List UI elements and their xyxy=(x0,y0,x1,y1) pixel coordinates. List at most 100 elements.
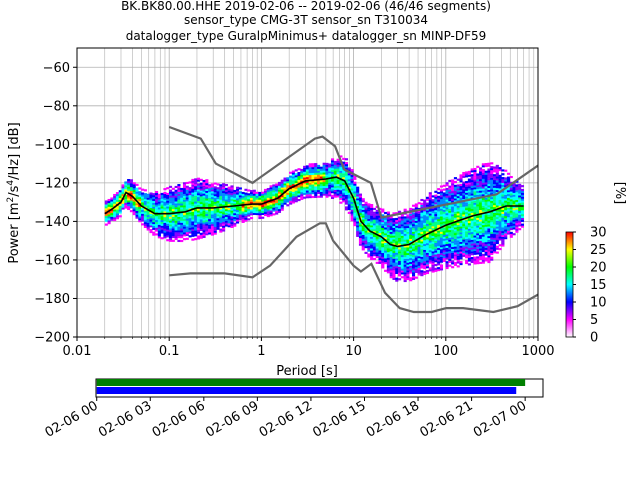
psd-cell xyxy=(300,195,304,199)
psd-cell xyxy=(490,208,494,211)
psd-cell xyxy=(465,209,469,213)
psd-cell xyxy=(442,223,446,226)
psd-cell xyxy=(403,220,407,223)
psd-cell xyxy=(431,212,435,215)
psd-cell xyxy=(266,189,270,193)
psd-cell xyxy=(448,241,452,244)
psd-cell xyxy=(202,179,206,183)
x-tick-label: 1000 xyxy=(521,344,554,359)
psd-cell xyxy=(182,232,187,235)
psd-cell xyxy=(445,182,449,185)
psd-cell xyxy=(384,260,388,263)
psd-cell xyxy=(487,178,491,181)
psd-cell xyxy=(336,168,340,171)
psd-cell xyxy=(115,207,120,210)
psd-cell xyxy=(476,229,480,232)
psd-cell xyxy=(409,261,413,264)
psd-cell xyxy=(127,198,131,201)
psd-cell xyxy=(375,242,379,245)
psd-cell xyxy=(361,242,365,245)
psd-cell xyxy=(487,222,491,225)
psd-cell xyxy=(191,186,195,189)
psd-cell xyxy=(244,213,248,216)
psd-cell xyxy=(364,251,368,254)
psd-cell xyxy=(481,163,485,166)
psd-cell xyxy=(425,231,430,234)
psd-cell xyxy=(180,199,184,202)
psd-cell xyxy=(182,205,187,208)
psd-cell xyxy=(344,206,349,209)
psd-cell xyxy=(155,196,159,199)
psd-cell xyxy=(185,231,189,235)
psd-cell xyxy=(406,220,410,223)
psd-cell xyxy=(205,186,209,190)
psd-cell xyxy=(174,237,178,241)
psd-cell xyxy=(143,216,147,219)
psd-cell xyxy=(389,264,393,267)
psd-cell xyxy=(414,247,418,250)
psd-cell xyxy=(177,203,181,206)
psd-cell xyxy=(263,213,268,217)
psd-cell xyxy=(439,235,444,238)
psd-cell xyxy=(448,218,452,221)
timeline-tick-label: 02-06 06 xyxy=(150,398,208,440)
psd-cell xyxy=(272,213,276,216)
psd-cell xyxy=(255,195,259,198)
psd-cell xyxy=(518,210,522,213)
psd-cell xyxy=(160,198,164,201)
psd-cell xyxy=(115,211,120,214)
psd-cell xyxy=(129,179,133,182)
psd-cell xyxy=(208,222,212,225)
psd-cell xyxy=(453,248,457,251)
psd-cell xyxy=(110,218,114,221)
psd-cell xyxy=(325,168,329,171)
psd-cell xyxy=(370,242,374,245)
psd-cell xyxy=(492,179,497,183)
psd-cell xyxy=(364,211,368,214)
psd-cell xyxy=(291,195,295,198)
psd-cell xyxy=(400,216,404,219)
psd-cell xyxy=(356,215,360,218)
psd-cell xyxy=(386,234,390,237)
psd-cell xyxy=(431,218,435,221)
psd-cell xyxy=(439,197,444,200)
psd-cell xyxy=(317,182,321,185)
psd-cell xyxy=(347,169,351,172)
psd-cell xyxy=(456,261,460,264)
psd-cell xyxy=(467,190,471,193)
psd-cell xyxy=(492,185,497,188)
psd-cell xyxy=(392,243,396,246)
psd-cell xyxy=(277,208,282,212)
psd-cell xyxy=(325,174,329,177)
psd-cell xyxy=(238,208,242,211)
psd-cell xyxy=(275,204,279,207)
psd-cell xyxy=(395,250,399,253)
psd-cell xyxy=(420,237,424,240)
psd-cell xyxy=(157,228,161,231)
psd-cell xyxy=(462,222,466,225)
psd-cell xyxy=(384,254,388,257)
psd-cell xyxy=(487,216,491,219)
psd-cell xyxy=(104,206,108,209)
psd-cell xyxy=(311,165,315,168)
psd-cell xyxy=(367,238,371,241)
psd-cell xyxy=(222,198,226,201)
psd-cell xyxy=(194,182,198,185)
psd-cell xyxy=(498,176,502,179)
psd-cell xyxy=(149,215,153,218)
psd-cell xyxy=(146,222,150,225)
psd-cell xyxy=(479,178,483,182)
psd-cell xyxy=(506,180,511,183)
psd-cell xyxy=(423,216,427,220)
psd-cell xyxy=(180,222,184,225)
psd-cell xyxy=(439,264,444,267)
psd-cell xyxy=(398,247,402,250)
psd-cell xyxy=(462,233,466,236)
psd-cell xyxy=(322,172,326,175)
psd-cell xyxy=(252,201,256,204)
psd-cell xyxy=(216,219,220,223)
psd-cell xyxy=(191,221,195,224)
psd-cell xyxy=(135,197,139,200)
psd-cell xyxy=(118,203,122,206)
